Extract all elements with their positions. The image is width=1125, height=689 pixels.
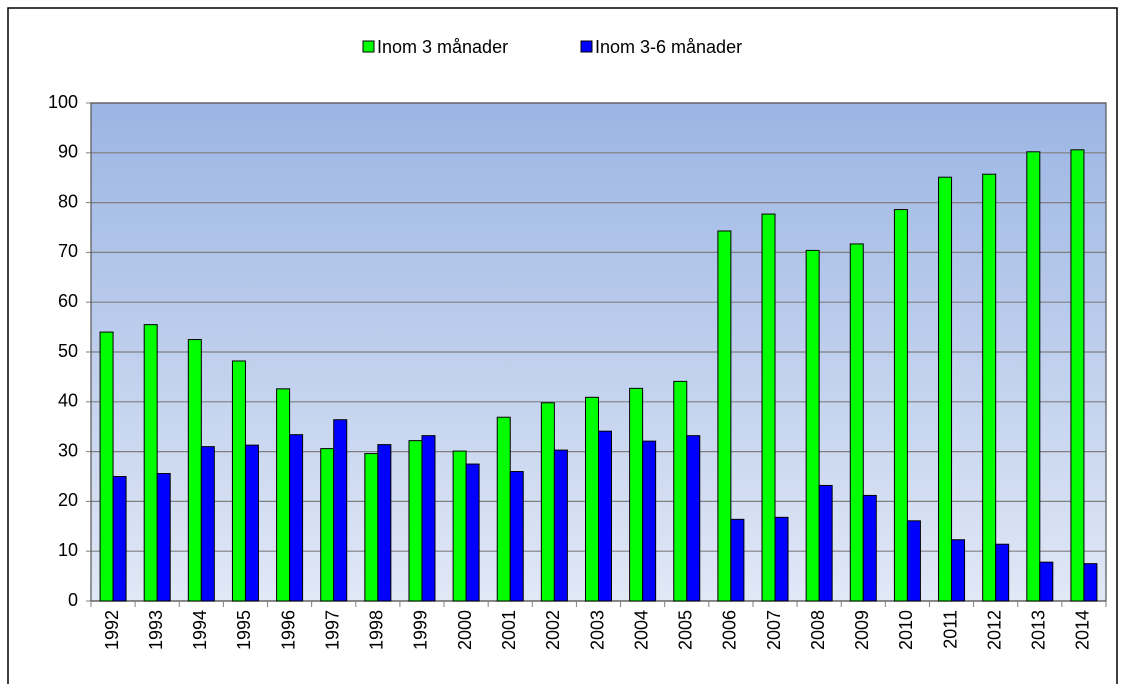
bar [333, 419, 348, 602]
bar [598, 430, 612, 602]
bar [112, 476, 127, 602]
bar [849, 243, 864, 602]
x-tick-label: 2005 [676, 610, 696, 650]
x-tick-label: 1996 [278, 610, 298, 650]
x-tick-label: 2007 [764, 610, 784, 650]
x-tick-label: 2014 [1073, 610, 1093, 650]
bar [893, 209, 908, 602]
x-tick-label: 1994 [190, 610, 210, 650]
x-tick-label: 2008 [808, 610, 828, 650]
bar [509, 471, 524, 602]
bar [408, 440, 423, 602]
bar [421, 435, 436, 602]
legend-swatch [362, 40, 375, 53]
x-tick-label: 1998 [367, 610, 387, 650]
x-tick-label: 1993 [146, 610, 166, 650]
bar [774, 516, 789, 602]
x-tick-label: 2009 [852, 610, 872, 650]
x-tick-label: 2012 [984, 610, 1004, 650]
y-tick-label: 30 [58, 440, 78, 460]
bar [143, 324, 158, 602]
bar [187, 339, 202, 602]
bar [276, 388, 291, 602]
bar [553, 449, 568, 602]
x-tick-label: 2003 [587, 610, 607, 650]
y-tick-label: 50 [58, 341, 78, 361]
bar [1026, 151, 1041, 602]
y-tick-label: 100 [48, 92, 78, 112]
bar [377, 444, 392, 602]
bar [452, 450, 467, 602]
x-tick-label: 1995 [234, 610, 254, 650]
x-tick-label: 2010 [896, 610, 916, 650]
bar [364, 453, 379, 602]
legend-label: Inom 3 månader [377, 37, 508, 57]
bar [289, 434, 304, 602]
bar [818, 484, 833, 602]
bar [642, 440, 657, 602]
x-tick-label: 2001 [499, 610, 519, 650]
bar [673, 380, 688, 602]
bar [156, 473, 171, 602]
bar [99, 331, 114, 602]
bar [540, 402, 555, 602]
x-tick-label: 1997 [322, 610, 342, 650]
bar [938, 176, 953, 602]
bar [862, 494, 877, 602]
bar [465, 463, 480, 602]
y-tick-label: 0 [68, 590, 78, 610]
x-tick-label: 2004 [631, 610, 651, 650]
y-tick-label: 40 [58, 391, 78, 411]
x-tick-label: 2006 [720, 610, 740, 650]
x-tick-label: 2011 [940, 610, 960, 649]
x-tick-label: 1992 [102, 610, 122, 650]
x-tick-label: 2000 [455, 610, 475, 650]
bar [1039, 561, 1054, 602]
x-tick-label: 2013 [1029, 610, 1049, 650]
y-tick-label: 80 [58, 191, 78, 211]
bar [1083, 563, 1098, 602]
bar [200, 446, 215, 602]
bar [1070, 149, 1085, 602]
bar [982, 173, 997, 602]
bar [629, 387, 644, 602]
bar [496, 416, 511, 602]
bar [995, 543, 1010, 602]
bar [761, 213, 776, 602]
x-tick-label: 2002 [543, 610, 563, 650]
bar [320, 448, 335, 602]
bar [717, 230, 732, 602]
bar [730, 518, 745, 602]
bar [231, 360, 246, 602]
bar [244, 444, 259, 602]
legend-label: Inom 3-6 månader [595, 37, 742, 57]
y-tick-label: 70 [58, 241, 78, 261]
y-tick-label: 60 [58, 291, 78, 311]
bar [686, 435, 701, 602]
y-tick-label: 90 [58, 142, 78, 162]
y-tick-label: 20 [58, 490, 78, 510]
bar [585, 396, 599, 602]
legend-swatch [580, 40, 593, 53]
y-tick-label: 10 [58, 540, 78, 560]
bar [805, 249, 820, 602]
bar [906, 520, 921, 602]
bar [951, 539, 966, 602]
x-tick-label: 1999 [411, 610, 431, 650]
